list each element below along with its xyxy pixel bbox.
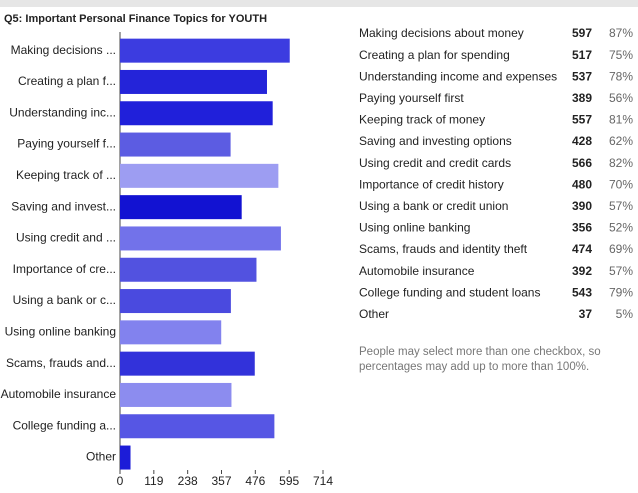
x-tick-label: 476 [245, 474, 265, 488]
row-name: Using a bank or credit union [359, 199, 508, 213]
row-count: 390 [572, 199, 592, 213]
row-percent: 87% [609, 26, 633, 40]
row-count: 428 [572, 134, 592, 148]
bar [120, 414, 275, 439]
row-percent: 69% [609, 242, 633, 256]
bar [120, 320, 222, 345]
row-percent: 75% [609, 48, 633, 62]
y-tick-label: Using online banking [5, 325, 116, 339]
row-name: Importance of credit history [359, 177, 504, 191]
bar [120, 38, 290, 63]
row-percent: 81% [609, 113, 633, 127]
y-tick-label: Other [86, 450, 116, 464]
note-line: People may select more than one checkbox… [359, 346, 601, 358]
y-tick-label: Using a bank or c... [13, 293, 116, 307]
bar [120, 257, 257, 282]
y-tick-label: Paying yourself f... [17, 137, 116, 151]
row-percent: 52% [609, 221, 633, 235]
row-count: 480 [572, 177, 592, 191]
y-tick-label: Automobile insurance [1, 387, 117, 401]
bar [120, 382, 232, 407]
bar [120, 163, 279, 188]
note-line: percentages may add up to more than 100%… [359, 361, 589, 373]
row-count: 557 [572, 113, 592, 127]
row-name: Scams, frauds and identity theft [359, 242, 528, 256]
row-percent: 57% [609, 199, 633, 213]
row-percent: 57% [609, 264, 633, 278]
y-tick-label: Using credit and ... [16, 231, 116, 245]
row-count: 537 [572, 69, 592, 83]
row-percent: 5% [616, 307, 634, 321]
row-name: Automobile insurance [359, 264, 475, 278]
row-name: Using credit and credit cards [359, 156, 511, 170]
row-name: Other [359, 307, 389, 321]
chart-title: Q5: Important Personal Finance Topics fo… [4, 13, 267, 25]
y-tick-label: Making decisions ... [11, 43, 116, 57]
row-name: Saving and investing options [359, 134, 512, 148]
y-tick-label: Understanding inc... [9, 105, 116, 119]
row-percent: 78% [609, 69, 633, 83]
row-percent: 56% [609, 91, 633, 105]
y-tick-label: College funding a... [13, 418, 116, 432]
y-tick-label: Scams, frauds and... [6, 356, 116, 370]
row-percent: 70% [609, 177, 633, 191]
y-tick-label: Importance of cre... [13, 262, 116, 276]
x-tick-label: 119 [144, 474, 163, 488]
row-percent: 82% [609, 156, 633, 170]
bar [120, 226, 281, 251]
y-tick-label: Saving and invest... [11, 199, 116, 213]
y-tick-label: Keeping track of ... [16, 168, 116, 182]
row-count: 517 [572, 48, 592, 62]
bar [120, 132, 231, 157]
row-name: Paying yourself first [359, 91, 464, 105]
top-strip [0, 0, 638, 7]
row-name: Creating a plan for spending [359, 48, 510, 62]
row-name: Keeping track of money [359, 113, 485, 127]
row-name: College funding and student loans [359, 285, 540, 299]
row-count: 597 [572, 26, 592, 40]
row-count: 389 [572, 91, 592, 105]
x-tick-label: 0 [117, 474, 124, 488]
bar [120, 289, 231, 314]
row-name: Understanding income and expenses [359, 69, 557, 83]
x-tick-label: 595 [279, 474, 299, 488]
bar [120, 445, 131, 470]
x-tick-label: 238 [178, 474, 198, 488]
y-tick-label: Creating a plan f... [18, 74, 116, 88]
x-tick-label: 357 [211, 474, 231, 488]
row-count: 37 [579, 307, 593, 321]
row-count: 474 [572, 242, 592, 256]
row-percent: 62% [609, 134, 633, 148]
row-count: 392 [572, 264, 592, 278]
row-name: Making decisions about money [359, 26, 524, 40]
bar [120, 69, 267, 94]
row-count: 566 [572, 156, 592, 170]
row-name: Using online banking [359, 221, 470, 235]
bar [120, 351, 255, 376]
row-percent: 79% [609, 285, 633, 299]
bar [120, 195, 242, 220]
row-count: 356 [572, 221, 592, 235]
x-tick-label: 714 [313, 474, 333, 488]
bar [120, 101, 273, 126]
row-count: 543 [572, 285, 592, 299]
